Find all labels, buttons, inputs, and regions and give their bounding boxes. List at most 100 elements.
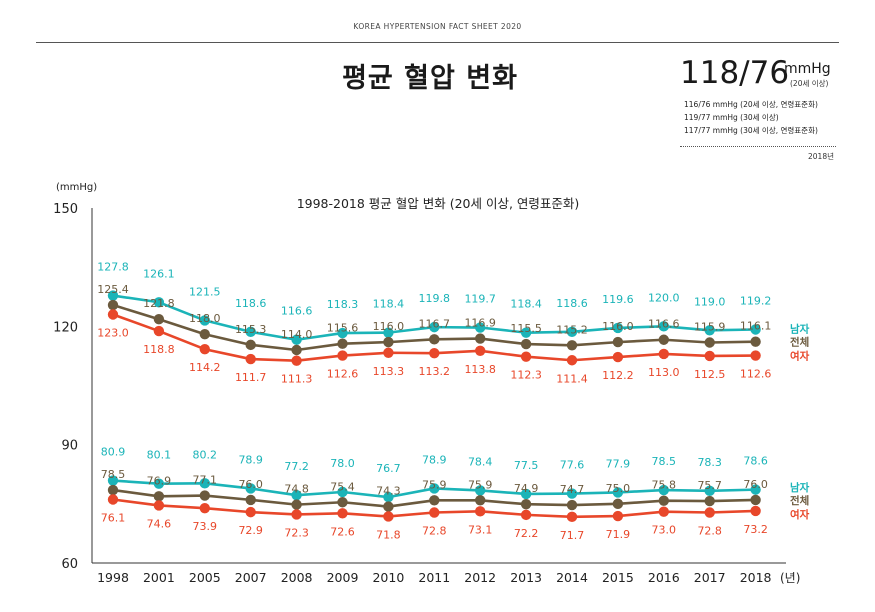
y-tick-label: 60 [61,557,78,572]
data-point [153,325,165,337]
data-label: 123.0 [97,327,129,340]
data-point [612,498,624,510]
data-label: 112.2 [602,369,634,382]
data-label: 119.2 [740,294,772,307]
data-label: 73.1 [468,523,493,536]
x-tick-label: 2018 [740,570,772,585]
data-point [429,495,440,506]
data-label: 76.0 [743,478,768,491]
data-label: 112.5 [694,368,726,381]
data-point [612,351,624,363]
data-label: 74.7 [560,483,585,496]
data-label: 115.9 [694,321,726,334]
data-point [245,494,256,506]
y-tick-label: 120 [53,320,78,335]
data-label: 113.3 [373,365,405,378]
data-point [383,327,394,338]
data-label: 116.1 [740,320,772,333]
x-tick-label: 2017 [694,570,726,585]
data-point [107,475,119,486]
data-label: 116.7 [419,317,451,330]
data-point [107,309,119,320]
data-label: 72.3 [284,526,309,539]
data-label: 121.8 [143,297,175,310]
data-point [658,495,669,506]
x-tick-label: 2008 [281,570,313,585]
data-label: 80.1 [147,449,172,462]
data-label: 78.4 [468,455,493,468]
data-label: 78.0 [330,457,355,470]
x-tick-label: 2010 [372,570,404,585]
data-point [153,500,165,511]
data-point [153,491,165,502]
data-label: 118.0 [189,312,221,325]
data-label: 75.7 [697,479,722,492]
data-point [704,495,715,507]
data-point [245,339,256,351]
summary-main-value: 118/76 [680,55,790,91]
data-label: 80.2 [193,448,218,461]
data-point [475,345,486,356]
data-label: 115.6 [327,322,359,335]
x-tick-label: 2011 [418,570,450,585]
data-point [475,333,486,344]
data-label: 115.2 [556,323,588,336]
data-label: 115.5 [510,322,542,335]
data-label: 119.0 [694,295,726,308]
data-label: 71.8 [376,528,401,541]
data-point [337,508,348,519]
data-point [704,337,715,348]
x-tick-label: 2001 [143,570,175,585]
data-label: 113.0 [648,366,680,379]
data-point [199,315,210,326]
legend-label: 남자 [790,323,810,336]
data-point [429,347,440,359]
data-point [475,322,486,333]
legend-label: 전체 [790,494,809,507]
data-point [520,509,532,521]
data-point [475,485,486,496]
data-label: 78.5 [652,455,677,468]
chart-title: 1998-2018 평균 혈압 변화 (20세 이상, 연령표준화) [297,196,580,211]
data-point [337,497,348,508]
x-tick-label: 2012 [464,570,496,585]
data-point [750,324,761,335]
x-tick-label: 2007 [235,570,267,585]
data-point [704,350,715,362]
data-point [566,511,578,523]
data-point [383,491,394,503]
data-label: 116.0 [373,320,405,333]
data-point [658,334,669,345]
data-label: 74.6 [147,517,172,530]
data-label: 127.8 [97,261,129,274]
data-point [750,505,761,517]
header-divider [36,42,839,43]
data-label: 113.2 [419,365,451,378]
data-point [750,494,761,506]
data-point [291,334,302,345]
data-label: 72.8 [422,525,447,538]
data-label: 118.4 [510,298,542,311]
x-tick-label: 2015 [602,570,634,585]
data-point [291,344,302,356]
data-point [383,501,394,512]
data-label: 72.9 [238,524,263,537]
x-axis-unit: (년) [780,571,800,585]
data-point [291,499,302,510]
data-point [566,488,578,499]
data-label: 119.7 [464,293,496,306]
data-label: 78.9 [238,453,263,466]
summary-line: 117/77 mmHg (30세 이상, 연령표준화) [684,126,818,135]
data-point [107,484,119,496]
data-label: 75.0 [606,482,631,495]
data-point [750,336,761,347]
data-label: 116.0 [602,320,634,333]
summary-unit-note: (20세 이상) [790,79,829,88]
data-point [475,506,486,517]
data-label: 72.6 [330,525,355,538]
summary-divider [680,146,836,147]
data-label: 77.6 [560,459,585,472]
data-point [107,299,119,311]
data-point [612,487,624,498]
